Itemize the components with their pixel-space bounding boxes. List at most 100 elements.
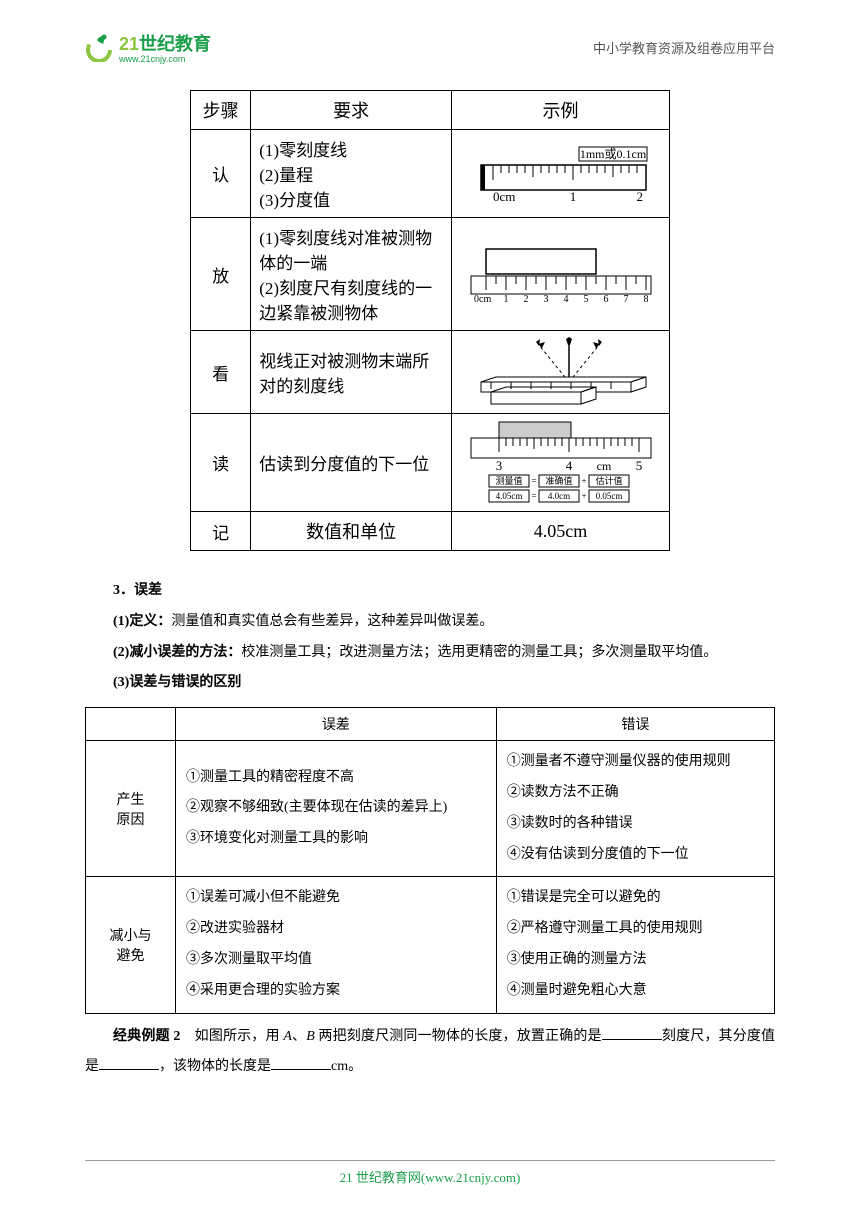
req-line: 视线正对被测物末端所对的刻度线 [259,347,443,397]
cell-line: ①误差可减小但不能避免 [186,883,486,914]
logo-text-left: 21 [119,34,139,54]
sec3-title: 3．误差 [113,583,162,598]
cell-line: ②改进实验器材 [186,914,486,945]
svg-text:8: 8 [643,294,648,304]
diff-hdr-blank [86,708,176,741]
cell-line: ②读数方法不正确 [507,778,764,809]
req-line: 估读到分度值的下一位 [259,450,443,475]
table-row: 读 估读到分度值的下一位 3 [191,414,670,512]
reading-icon: 3 4 cm 5 测量值 = 准确值 + 估计值 4.05cm = 4.0cm [461,420,661,505]
svg-text:4.05cm: 4.05cm [495,491,522,501]
req-cell: 估读到分度值的下一位 [251,414,452,512]
hdr-req: 要求 [251,91,452,130]
svg-text:+: + [581,491,586,501]
blank-3[interactable] [271,1054,331,1070]
blank-1[interactable] [602,1024,662,1040]
ruler-object-icon: 0cm 1 2 3 4 5 6 7 8 [466,244,656,304]
label-line: 避免 [96,945,165,965]
table-header-row: 步骤 要求 示例 [191,91,670,130]
page-header: 21世纪教育 www.21cnjy.com 中小学教育资源及组卷应用平台 [85,30,775,64]
diff-cell: ①测量者不遵守测量仪器的使用规则 ②读数方法不正确 ③读数时的各种错误 ④没有估… [496,741,774,877]
req-line: (3)分度值 [259,186,443,211]
svg-text:cm: cm [596,459,611,473]
label-line: 原因 [96,809,165,829]
svg-text:测量值: 测量值 [495,475,522,486]
cell-line: ③环境变化对测量工具的影响 [186,824,486,855]
svg-text:5: 5 [635,458,642,473]
diff-row-label: 减小与 避免 [86,877,176,1013]
svg-text:准确值: 准确值 [545,475,572,486]
p2-label: (2)减小误差的方法： [113,645,241,660]
cell-line: ②严格遵守测量工具的使用规则 [507,914,764,945]
ruler-icon: 1mm或0.1cm 0cm 1 2 [471,145,651,203]
logo: 21世纪教育 www.21cnjy.com [85,30,211,64]
steps-table: 步骤 要求 示例 认 (1)零刻度线 (2)量程 (3)分度值 1mm或0.1c… [190,90,670,551]
svg-text:5: 5 [583,294,588,304]
ex2-label: 经典例题 2 [113,1029,180,1044]
svg-text:4: 4 [565,458,572,473]
label-line: 减小与 [96,925,165,945]
req-cell: (1)零刻度线 (2)量程 (3)分度值 [251,130,452,218]
ex2-t5: ，该物体的长度是 [159,1059,271,1074]
req-cell: 视线正对被测物末端所对的刻度线 [251,331,452,414]
svg-text:3: 3 [495,458,502,473]
cell-line: ②观察不够细致(主要体现在估读的差异上) [186,793,486,824]
step-cell: 看 [191,331,251,414]
example-cell: 1mm或0.1cm 0cm 1 2 [452,130,670,218]
req-line: (2)刻度尺有刻度线的一边紧靠被测物体 [259,274,443,324]
req-line: (2)量程 [259,161,443,186]
step-cell: 读 [191,414,251,512]
ex2-t3: 两把刻度尺测同一物体的长度，放置正确的是 [315,1029,602,1044]
svg-text:3: 3 [543,294,548,304]
example-2: 经典例题 2 如图所示，用 A、B 两把刻度尺测同一物体的长度，放置正确的是刻度… [85,1022,775,1084]
req-line: (1)零刻度线对准被测物体的一端 [259,224,443,274]
svg-text:2: 2 [636,189,643,203]
hdr-ex: 示例 [452,91,670,130]
ex2-A: A [283,1029,292,1044]
header-right-text: 中小学教育资源及组卷应用平台 [593,38,775,57]
svg-text:估计值: 估计值 [595,475,622,486]
body-text: 3．误差 (1)定义：测量值和真实值总会有些差异，这种差异叫做误差。 (2)减小… [85,576,775,699]
cell-line: ④采用更合理的实验方案 [186,976,486,1007]
svg-text:0cm: 0cm [493,189,515,203]
ex2-B: B [306,1029,315,1044]
cell-line: ①测量工具的精密程度不高 [186,763,486,794]
diff-header-row: 误差 错误 [86,708,775,741]
diff-hdr-error: 误差 [176,708,497,741]
example-cell: 0cm 1 2 3 4 5 6 7 8 [452,218,670,331]
table-row: 认 (1)零刻度线 (2)量程 (3)分度值 1mm或0.1cm [191,130,670,218]
step-cell: 记 [191,512,251,551]
svg-text:0.05cm: 0.05cm [595,491,622,501]
diff-cell: ①误差可减小但不能避免 ②改进实验器材 ③多次测量取平均值 ④采用更合理的实验方… [176,877,497,1013]
svg-text:0cm: 0cm [474,294,491,304]
diff-row-label: 产生 原因 [86,741,176,877]
blank-2[interactable] [99,1054,159,1070]
cell-line: ③多次测量取平均值 [186,945,486,976]
req-line: (1)零刻度线 [259,136,443,161]
example-cell [452,331,670,414]
footer-divider [85,1160,775,1161]
page-content: 步骤 要求 示例 认 (1)零刻度线 (2)量程 (3)分度值 1mm或0.1c… [85,90,775,1083]
svg-text:=: = [531,476,536,486]
example-cell: 4.05cm [452,512,670,551]
p3-label: (3)误差与错误的区别 [113,675,241,690]
svg-text:1mm或0.1cm: 1mm或0.1cm [579,147,646,161]
diff-cell: ①错误是完全可以避免的 ②严格遵守测量工具的使用规则 ③使用正确的测量方法 ④测… [496,877,774,1013]
ex2-t2: 、 [292,1029,306,1044]
p1-text: 测量值和真实值总会有些差异，这种差异叫做误差。 [171,614,493,629]
diff-table: 误差 错误 产生 原因 ①测量工具的精密程度不高 ②观察不够细致(主要体现在估读… [85,707,775,1013]
svg-text:2: 2 [523,294,528,304]
diff-row: 减小与 避免 ①误差可减小但不能避免 ②改进实验器材 ③多次测量取平均值 ④采用… [86,877,775,1013]
logo-text-right: 世纪教育 [139,34,211,54]
svg-text:+: + [581,476,586,486]
p1-label: (1)定义： [113,614,171,629]
ex2-t6: cm。 [331,1059,362,1074]
footer-text: 21 世纪教育网(www.21cnjy.com) [340,1170,521,1185]
logo-text-block: 21世纪教育 www.21cnjy.com [119,30,211,64]
diff-hdr-mistake: 错误 [496,708,774,741]
svg-text:1: 1 [569,189,576,203]
cell-line: ④没有估读到分度值的下一位 [507,840,764,871]
logo-url: www.21cnjy.com [119,54,211,64]
svg-text:=: = [531,491,536,501]
step-cell: 认 [191,130,251,218]
